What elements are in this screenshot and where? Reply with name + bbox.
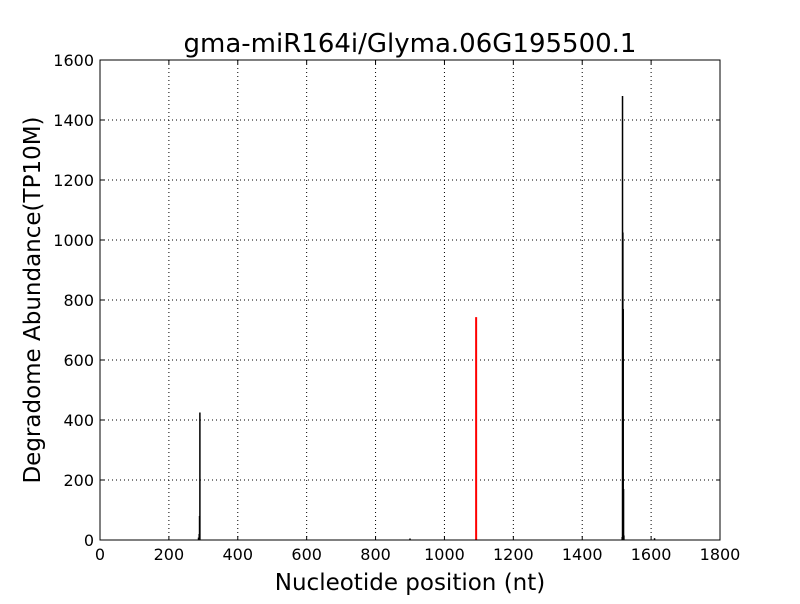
y-tick-label: 1600 bbox=[53, 51, 94, 70]
x-axis-label: Nucleotide position (nt) bbox=[275, 570, 545, 596]
y-axis-label: Degradome Abundance(TP10M) bbox=[20, 116, 46, 483]
x-tick-label: 1600 bbox=[631, 545, 672, 564]
chart-title: gma-miR164i/Glyma.06G195500.1 bbox=[184, 29, 637, 59]
x-tick-label: 1800 bbox=[700, 545, 741, 564]
x-tick-label: 1200 bbox=[493, 545, 534, 564]
x-tick-label: 600 bbox=[291, 545, 322, 564]
y-tick-label: 800 bbox=[63, 291, 94, 310]
x-tick-label: 200 bbox=[154, 545, 185, 564]
x-tick-label: 400 bbox=[223, 545, 254, 564]
y-tick-label: 1200 bbox=[53, 171, 94, 190]
y-tick-label: 400 bbox=[63, 411, 94, 430]
x-tick-label: 0 bbox=[95, 545, 105, 564]
plot-frame bbox=[99, 59, 721, 541]
ticks: 0 200 400 600 800 1000 1200 1400 1600 1800 0 200 400… bbox=[53, 51, 740, 564]
bars bbox=[197, 96, 656, 540]
y-tick-label: 1400 bbox=[53, 111, 94, 130]
x-tick-label: 1000 bbox=[424, 545, 465, 564]
y-tick-label: 200 bbox=[63, 471, 94, 490]
x-tick-label: 1400 bbox=[562, 545, 603, 564]
y-tick-label: 1000 bbox=[53, 231, 94, 250]
y-tick-label: 600 bbox=[63, 351, 94, 370]
y-tick-label: 0 bbox=[84, 531, 94, 550]
x-tick-label: 800 bbox=[360, 545, 391, 564]
